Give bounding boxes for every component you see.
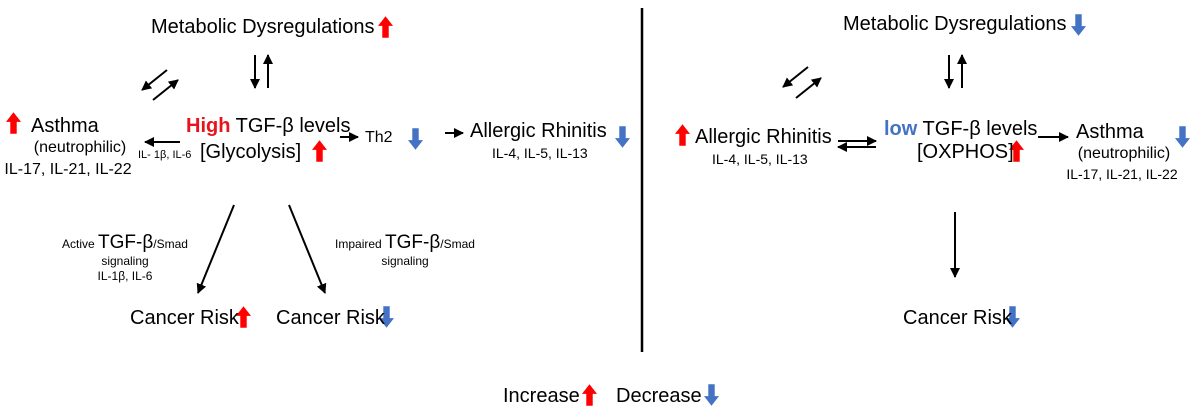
cancer-risk-right: Cancer Risk [903,307,1012,329]
tgf-levels-right: TGF-β levels [922,118,1038,140]
arrow-diag-a-left [141,69,168,91]
legend-decrease-label: Decrease [616,385,702,407]
decrease-icon [408,128,423,150]
tgf-levels-left: TGF-β levels [235,115,351,137]
asthma-label-right: Asthma [1076,121,1144,143]
legend-decrease-icon [704,384,719,406]
metabolic-dysregulations-right: Metabolic Dysregulations [843,13,1067,35]
tgf-high-label: High TGF-β levels [186,116,350,136]
active-signaling-label: Active TGF-β/Smad signaling IL-1β, IL-6 [62,232,188,283]
rhinitis-label-left: Allergic Rhinitis [470,120,607,142]
glycolysis-label: [Glycolysis] [200,141,302,163]
asthma-sub-left: (neutrophilic) [33,139,127,156]
arrow-to-cancer-right [288,204,327,294]
rhinitis-label-right: Allergic Rhinitis [695,126,832,148]
rhinitis-il-right: IL-4, IL-5, IL-13 [712,151,808,167]
cancer-risk-left-b: Cancer Risk [276,307,385,329]
increase-icon [378,16,393,38]
asthma-il-left: IL-17, IL-21, IL-22 [4,161,132,178]
arrow-diag-a-right [782,66,809,88]
decrease-icon [1175,126,1190,148]
increase-icon [675,124,690,146]
asthma-sub-right: (neutrophilic) [1077,145,1171,162]
asthma-il-right: IL-17, IL-21, IL-22 [1066,166,1178,182]
increase-icon [312,140,327,162]
tgf-low-label: low TGF-β levels [884,119,1037,139]
cancer-risk-left-a: Cancer Risk [130,307,239,329]
th2-label: Th2 [365,129,393,146]
asthma-label-left: Asthma [31,115,99,137]
asthma-arrow-label: IL- 1β, IL-6 [138,149,192,161]
impaired-signaling-label: Impaired TGF-β/Smad signaling [335,232,475,268]
high-word: High [186,115,231,137]
rhinitis-il-left: IL-4, IL-5, IL-13 [492,145,588,161]
metabolic-dysregulations-left: Metabolic Dysregulations [151,16,375,38]
arrow-to-cancer-left [196,204,235,294]
low-word: low [884,118,918,140]
oxphos-label: [OXPHOS] [917,141,1014,163]
decrease-icon [1071,14,1086,36]
increase-icon [6,112,21,134]
arrow-diag-b-left [152,79,179,101]
legend-increase-icon [582,384,597,406]
legend-increase-label: Increase [503,385,580,407]
arrow-diag-b-right [795,77,822,99]
decrease-icon [615,126,630,148]
